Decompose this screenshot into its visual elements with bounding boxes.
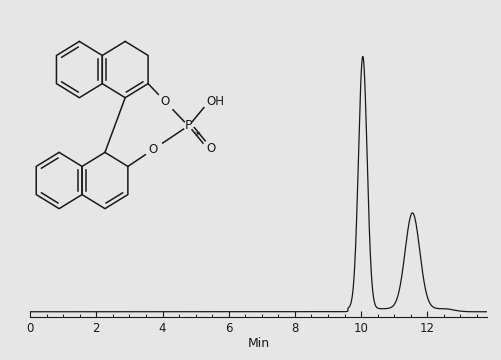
Text: P: P [184,120,192,132]
Text: O: O [148,143,157,156]
Text: *: * [194,131,199,141]
Text: O: O [206,142,215,155]
X-axis label: Min: Min [247,337,269,350]
Text: O: O [160,95,169,108]
Text: OH: OH [206,95,224,108]
